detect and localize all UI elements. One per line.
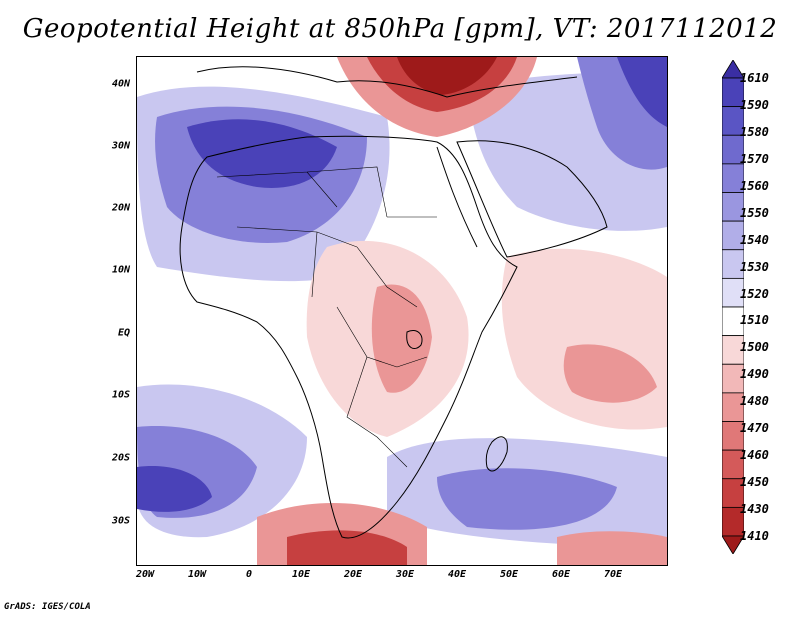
colorbar-tick-label: 1530 [740, 259, 769, 274]
colorbar [722, 60, 744, 554]
colorbar-tick-label: 1480 [740, 394, 769, 409]
lat-label-40n: 40N [111, 78, 130, 90]
sw-indian-low [557, 531, 667, 565]
madagascar-coastline [485, 436, 508, 472]
colorbar-tick-label: 1490 [740, 367, 769, 382]
lon-label-60e: 60E [551, 569, 571, 580]
colorbar-tick-label: 1510 [740, 313, 769, 328]
lon-label-20w: 20W [135, 569, 155, 580]
indian-ocean-high-core [437, 468, 617, 530]
arabia-coastline [456, 140, 608, 258]
south-atlantic-high-deep [137, 466, 212, 512]
colorbar-tick-label: 1560 [740, 178, 769, 193]
colorbar-tick-label: 1460 [740, 448, 769, 463]
lon-label-10e: 10E [291, 569, 311, 580]
lat-label-30s: 30S [111, 515, 130, 527]
europe-coastline [196, 66, 578, 98]
lake-victoria [406, 330, 423, 349]
africa-coastline [179, 135, 518, 539]
map-panel [136, 56, 668, 566]
lat-label-10s: 10S [111, 389, 130, 401]
north-africa-high-deep [187, 119, 337, 188]
lon-label-10w: 10W [187, 569, 207, 580]
lat-label-eq: EQ [117, 327, 130, 339]
colorbar-tick-label: 1520 [740, 286, 769, 301]
lat-label-20s: 20S [111, 452, 130, 464]
colorbar-tick-label: 1590 [740, 97, 769, 112]
lon-label-0: 0 [245, 569, 253, 580]
asia-high-deep [617, 57, 667, 127]
indian-ocean-low-core [563, 344, 657, 403]
colorbar-tick-label: 1500 [740, 340, 769, 355]
colorbar-tick-label: 1430 [740, 502, 769, 517]
lat-label-30n: 30N [111, 140, 130, 152]
map-title: Geopotential Height at 850hPa [gpm], VT:… [22, 14, 778, 44]
lon-label-40e: 40E [447, 569, 467, 580]
lon-label-20e: 20E [343, 569, 363, 580]
country-borders [216, 166, 437, 468]
colorbar-tick-label: 1540 [740, 232, 769, 247]
colorbar-tick-label: 1570 [740, 151, 769, 166]
colorbar-tick-label: 1580 [740, 124, 769, 139]
lon-label-70e: 70E [603, 569, 623, 580]
colorbar-tick-label: 1410 [740, 529, 769, 543]
colorbar-tick-label: 1470 [740, 421, 769, 436]
colorbar-tick-label: 1450 [740, 475, 769, 490]
colorbar-tick-label: 1550 [740, 205, 769, 220]
lat-label-10n: 10N [111, 264, 130, 276]
red-sea [436, 146, 478, 248]
south-africa-low-deep [287, 530, 407, 565]
east-africa-low-core [371, 284, 432, 393]
geopotential-map [137, 57, 667, 565]
lat-label-20n: 20N [111, 202, 130, 214]
lon-label-50e: 50E [499, 569, 519, 580]
lon-label-30e: 30E [395, 569, 415, 580]
credit-text: GrADS: IGES/COLA [4, 602, 91, 612]
mediterranean-low-darkest [397, 57, 497, 95]
colorbar-segment [722, 535, 744, 554]
colorbar-tick-label: 1610 [740, 71, 769, 85]
